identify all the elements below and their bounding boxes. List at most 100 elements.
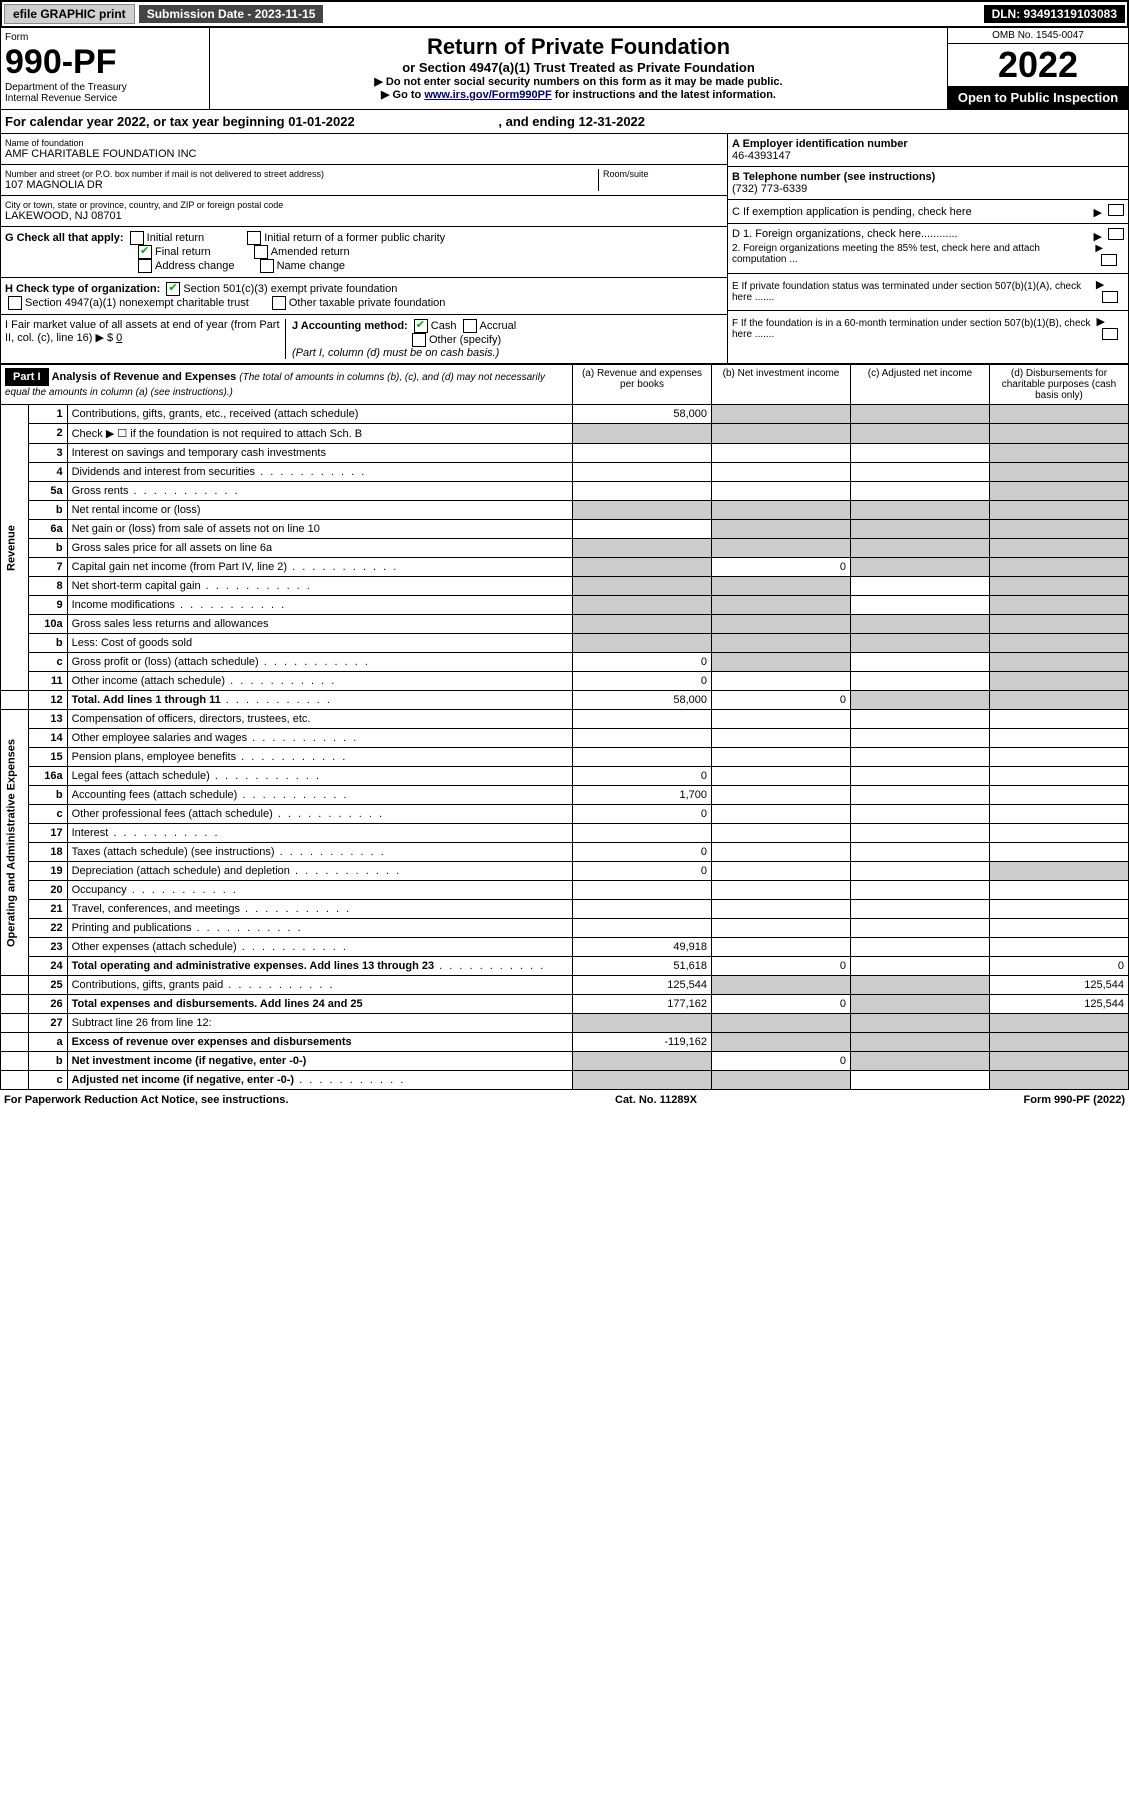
r25a: 125,544 [573,976,712,995]
chk-address[interactable] [138,259,152,273]
r20t: Occupancy [67,881,572,900]
r20n: 20 [28,881,67,900]
irs: Internal Revenue Service [5,93,205,104]
h1: Section 501(c)(3) exempt private foundat… [183,283,397,295]
r27ct: Adjusted net income (if negative, enter … [72,1074,294,1086]
r27an: a [28,1033,67,1052]
r19n: 19 [28,862,67,881]
col-c: (c) Adjusted net income [851,365,990,405]
ein-label: A Employer identification number [732,138,908,150]
instructions-link[interactable]: www.irs.gov/Form990PF [424,89,551,101]
city: LAKEWOOD, NJ 08701 [5,210,723,222]
warning: ▶ Do not enter social security numbers o… [216,75,941,88]
chk-name-change[interactable] [260,259,274,273]
foundation-name: AMF CHARITABLE FOUNDATION INC [5,148,723,160]
chk-f[interactable] [1102,328,1118,340]
r1n: 1 [28,405,67,424]
goto: ▶ Go to www.irs.gov/Form990PF for instru… [216,88,941,101]
r26n: 26 [28,995,67,1014]
r27t: Subtract line 26 from line 12: [67,1014,572,1033]
r6at: Net gain or (loss) from sale of assets n… [67,520,572,539]
r6bn: b [28,539,67,558]
chk-accrual[interactable] [463,319,477,333]
address: 107 MAGNOLIA DR [5,179,598,191]
r11a: 0 [573,672,712,691]
r25t: Contributions, gifts, grants paid [67,976,572,995]
dln: DLN: 93491319103083 [984,5,1125,23]
r27n: 27 [28,1014,67,1033]
col-d: (d) Disbursements for charitable purpose… [990,365,1129,405]
open-inspection: Open to Public Inspection [948,86,1128,109]
r26d: 125,544 [990,995,1129,1014]
efile-btn[interactable]: efile GRAPHIC print [4,4,135,24]
chk-4947[interactable] [8,296,22,310]
r19t: Depreciation (attach schedule) and deple… [67,862,572,881]
opex-label: Operating and Administrative Expenses [1,710,29,976]
j-note: (Part I, column (d) must be on cash basi… [292,347,499,359]
chk-d2[interactable] [1101,254,1117,266]
r19a: 0 [573,862,712,881]
d2: 2. Foreign organizations meeting the 85%… [732,243,1095,269]
j3: Other (specify) [429,334,501,346]
r12n: 12 [28,691,67,710]
g3: Address change [155,260,235,272]
chk-initial[interactable] [130,231,144,245]
r23t: Other expenses (attach schedule) [67,938,572,957]
dept: Department of the Treasury [5,82,205,93]
r6an: 6a [28,520,67,539]
form-header: Form 990-PF Department of the Treasury I… [0,28,1129,110]
r25d: 125,544 [990,976,1129,995]
chk-other-acct[interactable] [412,333,426,347]
r27bb: 0 [712,1052,851,1071]
r5an: 5a [28,482,67,501]
r27at: Excess of revenue over expenses and disb… [72,1036,352,1048]
r26b: 0 [712,995,851,1014]
form-number: 990-PF [5,43,205,82]
r7n: 7 [28,558,67,577]
r21t: Travel, conferences, and meetings [67,900,572,919]
r16ba: 1,700 [573,786,712,805]
chk-501c3[interactable] [166,282,180,296]
r15n: 15 [28,748,67,767]
c-label: C If exemption application is pending, c… [732,206,972,218]
r18a: 0 [573,843,712,862]
r27bn: b [28,1052,67,1071]
chk-initial-public[interactable] [247,231,261,245]
chk-amended[interactable] [254,245,268,259]
r16aa: 0 [573,767,712,786]
j1: Cash [431,320,457,332]
r11t: Other income (attach schedule) [67,672,572,691]
cal-begin: For calendar year 2022, or tax year begi… [5,114,355,129]
chk-cash[interactable] [414,319,428,333]
chk-other-tax[interactable] [272,296,286,310]
cat-no: Cat. No. 11289X [615,1094,697,1106]
r16an: 16a [28,767,67,786]
chk-e[interactable] [1102,291,1118,303]
r24t: Total operating and administrative expen… [72,960,434,972]
r5bn: b [28,501,67,520]
r5bt: Net rental income or (loss) [67,501,572,520]
r1t: Contributions, gifts, grants, etc., rece… [67,405,572,424]
r12b: 0 [712,691,851,710]
r2n: 2 [28,424,67,444]
g-label: G Check all that apply: [5,232,124,244]
r27cn: c [28,1071,67,1090]
r18t: Taxes (attach schedule) (see instruction… [67,843,572,862]
r15t: Pension plans, employee benefits [67,748,572,767]
r14n: 14 [28,729,67,748]
r5at: Gross rents [67,482,572,501]
r16bt: Accounting fees (attach schedule) [67,786,572,805]
r10bt: Less: Cost of goods sold [67,634,572,653]
cal-end: , and ending 12-31-2022 [498,114,645,129]
chk-final[interactable] [138,245,152,259]
submission-date: Submission Date - 2023-11-15 [139,5,324,23]
r17t: Interest [67,824,572,843]
r21n: 21 [28,900,67,919]
r10cn: c [28,653,67,672]
r7b: 0 [712,558,851,577]
room-label: Room/suite [603,169,723,179]
part1-table: Part I Analysis of Revenue and Expenses … [0,364,1129,1090]
chk-d1[interactable] [1108,228,1124,240]
chk-c[interactable] [1108,204,1124,216]
h2: Section 4947(a)(1) nonexempt charitable … [25,297,249,309]
